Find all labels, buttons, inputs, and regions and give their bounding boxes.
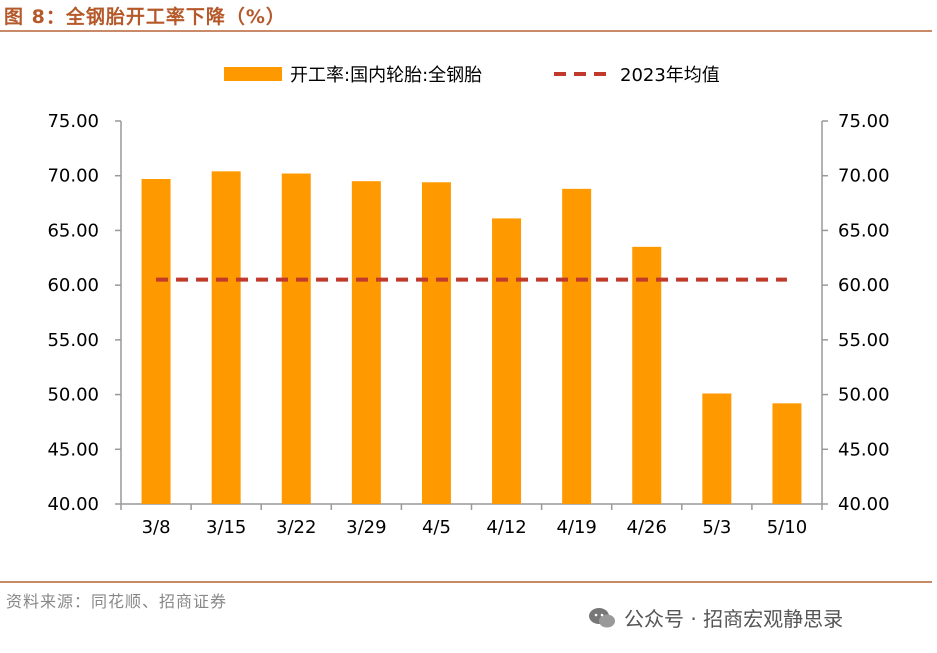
y-tick-label-right: 40.00 [838,494,890,515]
y-tick-label-left: 60.00 [47,275,99,296]
x-tick-label: 4/5 [422,517,451,538]
y-tick-label-right: 65.00 [838,220,890,241]
y-tick-label-left: 50.00 [47,385,99,406]
source-note: 资料来源：同花顺、招商证券 [6,592,228,611]
y-tick-label-left: 70.00 [47,166,99,187]
x-tick-label: 4/19 [556,517,596,538]
x-tick-label: 4/26 [627,517,667,538]
y-tick-label-right: 70.00 [838,166,890,187]
watermark: 公众号 · 招商宏观静思录 [588,603,843,632]
bar [772,403,802,504]
x-tick-label: 3/8 [142,517,171,538]
y-tick-label-left: 75.00 [47,111,99,132]
chart: 开工率:国内轮胎:全钢胎 2023年均值 40.00 45.00 50.00 55.0… [47,65,889,538]
legend-swatch-bar [224,67,282,81]
bar [702,393,732,504]
x-tick-label: 5/10 [767,517,807,538]
figure-title: 图 8：全钢胎开工率下降（%） [4,6,286,28]
legend-label-avg: 2023年均值 [620,65,720,86]
bottom-rule [0,581,932,583]
x-tick-label: 3/22 [276,517,316,538]
y-tick-label-left: 55.00 [47,330,99,351]
bar [211,171,241,504]
plot-area: 40.00 45.00 50.00 55.00 60.00 65.00 70.00 75.00… [47,111,889,538]
bar [351,181,381,504]
bar [632,246,662,505]
legend-label-bar: 开工率:国内轮胎:全钢胎 [290,65,482,86]
bar [562,188,592,505]
legend: 开工率:国内轮胎:全钢胎 2023年均值 [224,65,720,86]
y-tick-label-right: 60.00 [838,275,890,296]
bar [492,218,522,505]
y-tick-label-right: 50.00 [838,385,890,406]
y-tick-label-right: 55.00 [838,330,890,351]
y-tick-label-left: 40.00 [47,494,99,515]
watermark-text: 公众号 · 招商宏观静思录 [624,607,844,631]
top-rule [0,30,932,32]
bar [141,178,171,505]
x-tick-label: 4/12 [486,517,526,538]
bar [421,182,451,504]
y-tick-label-left: 65.00 [47,220,99,241]
x-tick-label: 5/3 [702,517,731,538]
y-tick-label-right: 75.00 [838,111,890,132]
bar [281,173,311,505]
x-tick-label: 3/29 [346,517,386,538]
y-tick-label-left: 45.00 [47,439,99,460]
x-tick-label: 3/15 [206,517,246,538]
wechat-icon [589,607,615,627]
y-tick-label-right: 45.00 [838,439,890,460]
